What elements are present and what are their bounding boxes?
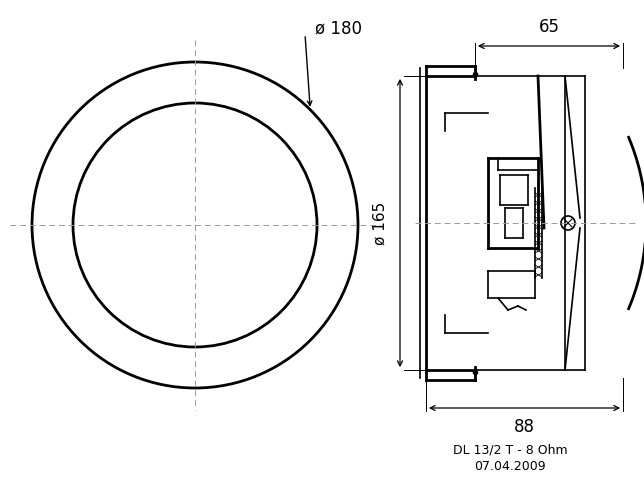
Text: 07.04.2009: 07.04.2009 (474, 460, 546, 472)
Text: 65: 65 (538, 18, 560, 36)
Text: DL 13/2 T - 8 Ohm: DL 13/2 T - 8 Ohm (453, 443, 567, 457)
Text: 88: 88 (514, 418, 535, 436)
Text: ø 180: ø 180 (315, 19, 362, 37)
Text: ø 165: ø 165 (373, 201, 388, 245)
